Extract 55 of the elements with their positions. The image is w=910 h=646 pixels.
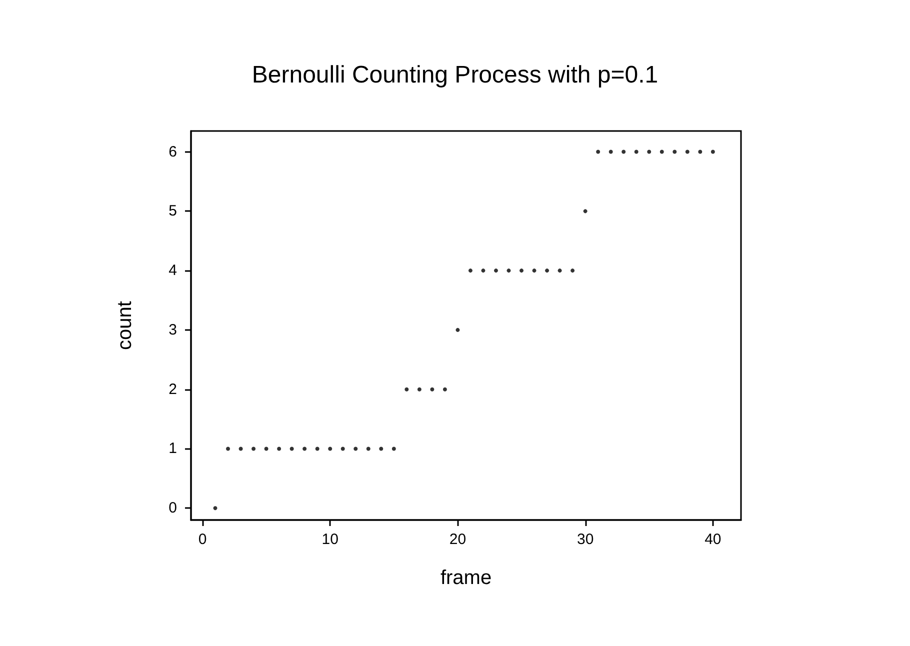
x-tick-label: 10 [322, 531, 338, 548]
point [315, 446, 320, 451]
point [442, 387, 447, 392]
point [698, 150, 702, 154]
chart-title: Bernoulli Counting Process with p=0.1 [252, 62, 658, 88]
y-tick-label: 5 [168, 202, 177, 220]
y-tick-label: 4 [168, 262, 177, 280]
y-tick-label: 6 [168, 143, 177, 160]
point [354, 446, 358, 451]
point [366, 446, 370, 451]
point [545, 268, 550, 273]
point [596, 150, 600, 154]
point [520, 268, 524, 273]
y-tick-label: 2 [168, 380, 177, 398]
y-tick-label: 0 [168, 500, 177, 517]
point [468, 268, 472, 273]
y-tick-label: 3 [168, 321, 177, 338]
point [685, 150, 690, 154]
x-axis-title: frame [440, 567, 492, 589]
point [417, 387, 422, 392]
point [213, 506, 218, 510]
point [404, 387, 409, 392]
point [634, 150, 638, 154]
y-axis-title: count [114, 300, 136, 350]
point [264, 446, 268, 451]
point [302, 446, 307, 451]
x-tick-label: 40 [704, 531, 722, 548]
point [392, 446, 396, 451]
point [583, 209, 588, 214]
point [481, 268, 486, 273]
point [494, 268, 498, 273]
point [710, 150, 715, 154]
point [430, 387, 434, 392]
point [506, 268, 511, 273]
y-tick-label: 1 [168, 440, 177, 458]
point [570, 268, 575, 273]
x-tick-label: 20 [449, 531, 466, 548]
point [328, 446, 332, 451]
point [238, 446, 243, 451]
point [252, 446, 256, 451]
point [277, 446, 282, 451]
point [647, 150, 652, 154]
point [622, 150, 626, 154]
x-tick-label: 0 [198, 531, 207, 548]
point [340, 446, 345, 451]
point [672, 150, 677, 154]
point [608, 150, 613, 154]
x-tick-label: 30 [576, 531, 594, 548]
point [532, 268, 536, 273]
point [290, 446, 294, 451]
point [660, 150, 664, 154]
point [558, 268, 562, 273]
point [379, 446, 384, 451]
point [226, 446, 230, 451]
point [456, 328, 460, 332]
